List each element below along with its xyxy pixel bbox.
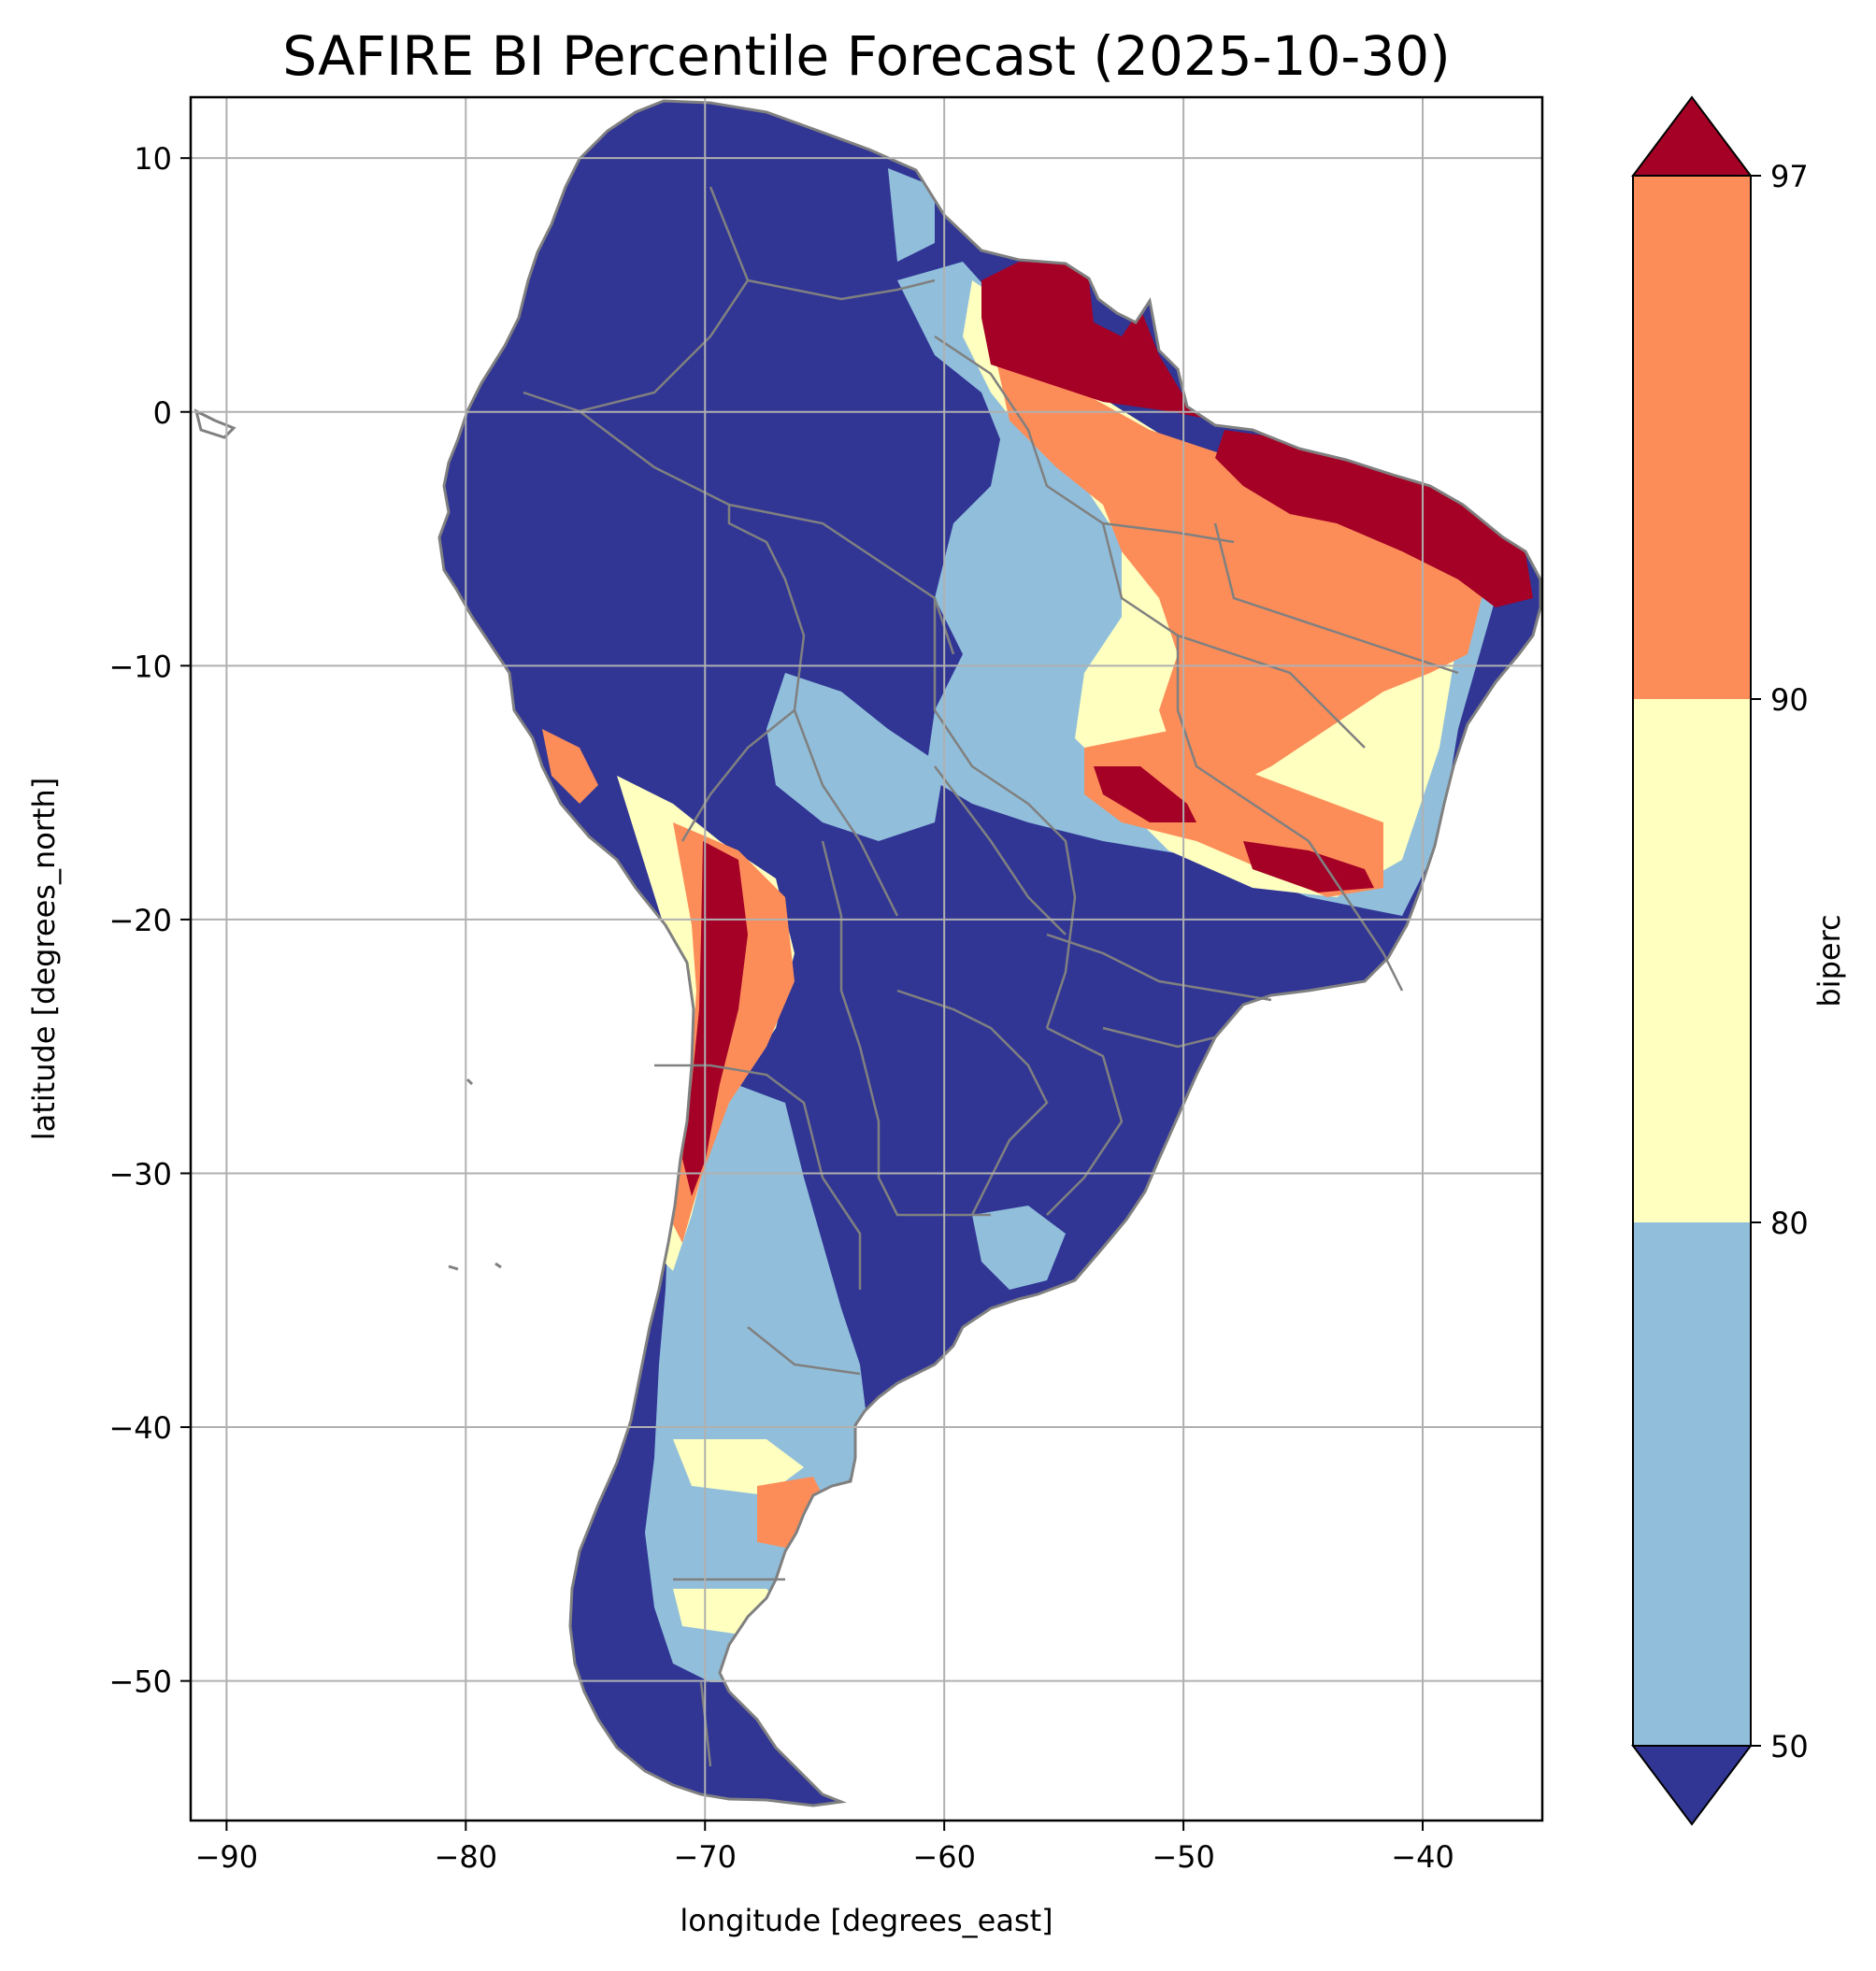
x-tick-label: −60 — [912, 1839, 976, 1875]
region-bolivia-50-80 — [766, 673, 944, 841]
colorbar-tick-80: 80 — [1770, 1206, 1809, 1241]
region-atacama-97 — [682, 841, 748, 1196]
axes-frame — [189, 95, 1544, 1822]
colorbar: 97 90 80 50 biperc — [1631, 95, 1847, 1826]
x-tick-label: −90 — [195, 1839, 259, 1875]
region-uruguay-50-80 — [972, 1206, 1066, 1290]
gridlines — [191, 97, 1542, 1821]
x-axis-ticks: −90 −80 −70 −60 −50 −40 — [195, 1821, 1454, 1875]
y-tick-label: −10 — [108, 649, 172, 684]
colorbar-label: biperc — [1812, 914, 1847, 1007]
y-tick-label: −30 — [108, 1156, 172, 1192]
colorbar-frame — [1632, 175, 1752, 1747]
islands — [193, 408, 502, 1271]
colorbar-extend-max — [1631, 95, 1753, 177]
region-north-coast-97 — [1215, 430, 1533, 607]
percentile-regions — [542, 168, 1533, 1682]
y-tick-label: −40 — [108, 1410, 172, 1446]
y-axis-label: latitude [degrees_north] — [26, 778, 62, 1141]
colorbar-bin-90-97 — [1633, 176, 1751, 699]
colorbar-extend-min — [1631, 1745, 1753, 1826]
y-axis-ticks: 10 0 −10 −20 −30 −40 −50 — [108, 141, 191, 1700]
y-tick-label: 0 — [153, 395, 172, 431]
colorbar-bin-50-80 — [1633, 1222, 1751, 1746]
x-tick-label: −80 — [435, 1839, 498, 1875]
y-tick-label: −50 — [108, 1664, 172, 1700]
region-central-brazil-97 — [1094, 766, 1196, 822]
x-tick-label: −40 — [1391, 1839, 1454, 1875]
y-tick-label: 10 — [134, 141, 172, 177]
map-axes: −90 −80 −70 −60 −50 −40 10 0 −10 −20 −30 −40 −50 lo… — [26, 95, 1544, 1938]
region-goias-97 — [1243, 841, 1374, 893]
region-guiana-97 — [981, 262, 1215, 421]
colorbar-bin-80-90 — [1633, 699, 1751, 1222]
colorbar-tick-90: 90 — [1770, 682, 1809, 718]
y-tick-label: −20 — [108, 903, 172, 938]
colorbar-tick-97: 97 — [1770, 159, 1809, 194]
region-venezuela-50-80 — [888, 168, 935, 262]
colorbar-tick-50: 50 — [1770, 1729, 1809, 1764]
region-northeast-90-97 — [991, 336, 1486, 794]
x-tick-label: −50 — [1152, 1839, 1215, 1875]
x-axis-label: longitude [degrees_east] — [680, 1903, 1053, 1938]
country-borders — [523, 186, 1459, 1767]
region-peru-coast-90-97 — [542, 729, 598, 804]
chart-title: SAFIRE BI Percentile Forecast (2025-10-3… — [282, 24, 1451, 88]
x-tick-label: −70 — [673, 1839, 737, 1875]
